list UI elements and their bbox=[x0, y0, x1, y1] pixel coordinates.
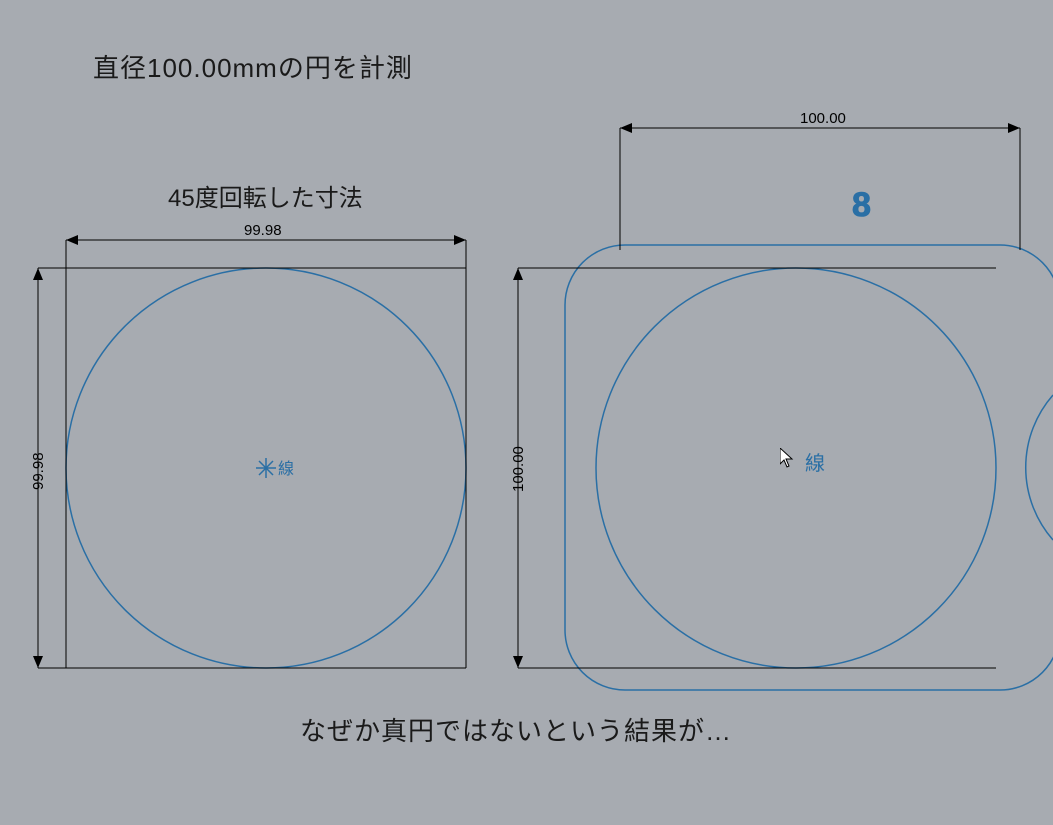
right-circle bbox=[596, 268, 996, 668]
right-figure-svg bbox=[0, 0, 1053, 825]
right-v-dim-value: 100.00 bbox=[510, 446, 527, 492]
right-h-dimension bbox=[620, 123, 1020, 250]
cursor-tooltip: 線 bbox=[805, 447, 825, 476]
cad-canvas: 直径100.00mmの円を計測 45度回転した寸法 なぜか真円ではないという結果… bbox=[0, 0, 1053, 825]
right-v-dimension bbox=[513, 268, 996, 668]
right-edge-arc bbox=[1026, 395, 1053, 540]
right-h-dim-value: 100.00 bbox=[800, 110, 846, 127]
cursor-icon bbox=[780, 448, 794, 468]
